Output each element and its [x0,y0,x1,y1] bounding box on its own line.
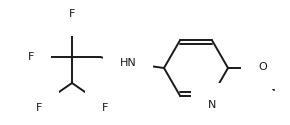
Text: O: O [258,62,267,72]
Text: F: F [36,103,42,113]
Text: F: F [28,52,34,62]
Text: F: F [69,9,75,19]
Text: N: N [208,100,216,110]
Text: F: F [102,103,108,113]
Text: HN: HN [119,58,136,68]
